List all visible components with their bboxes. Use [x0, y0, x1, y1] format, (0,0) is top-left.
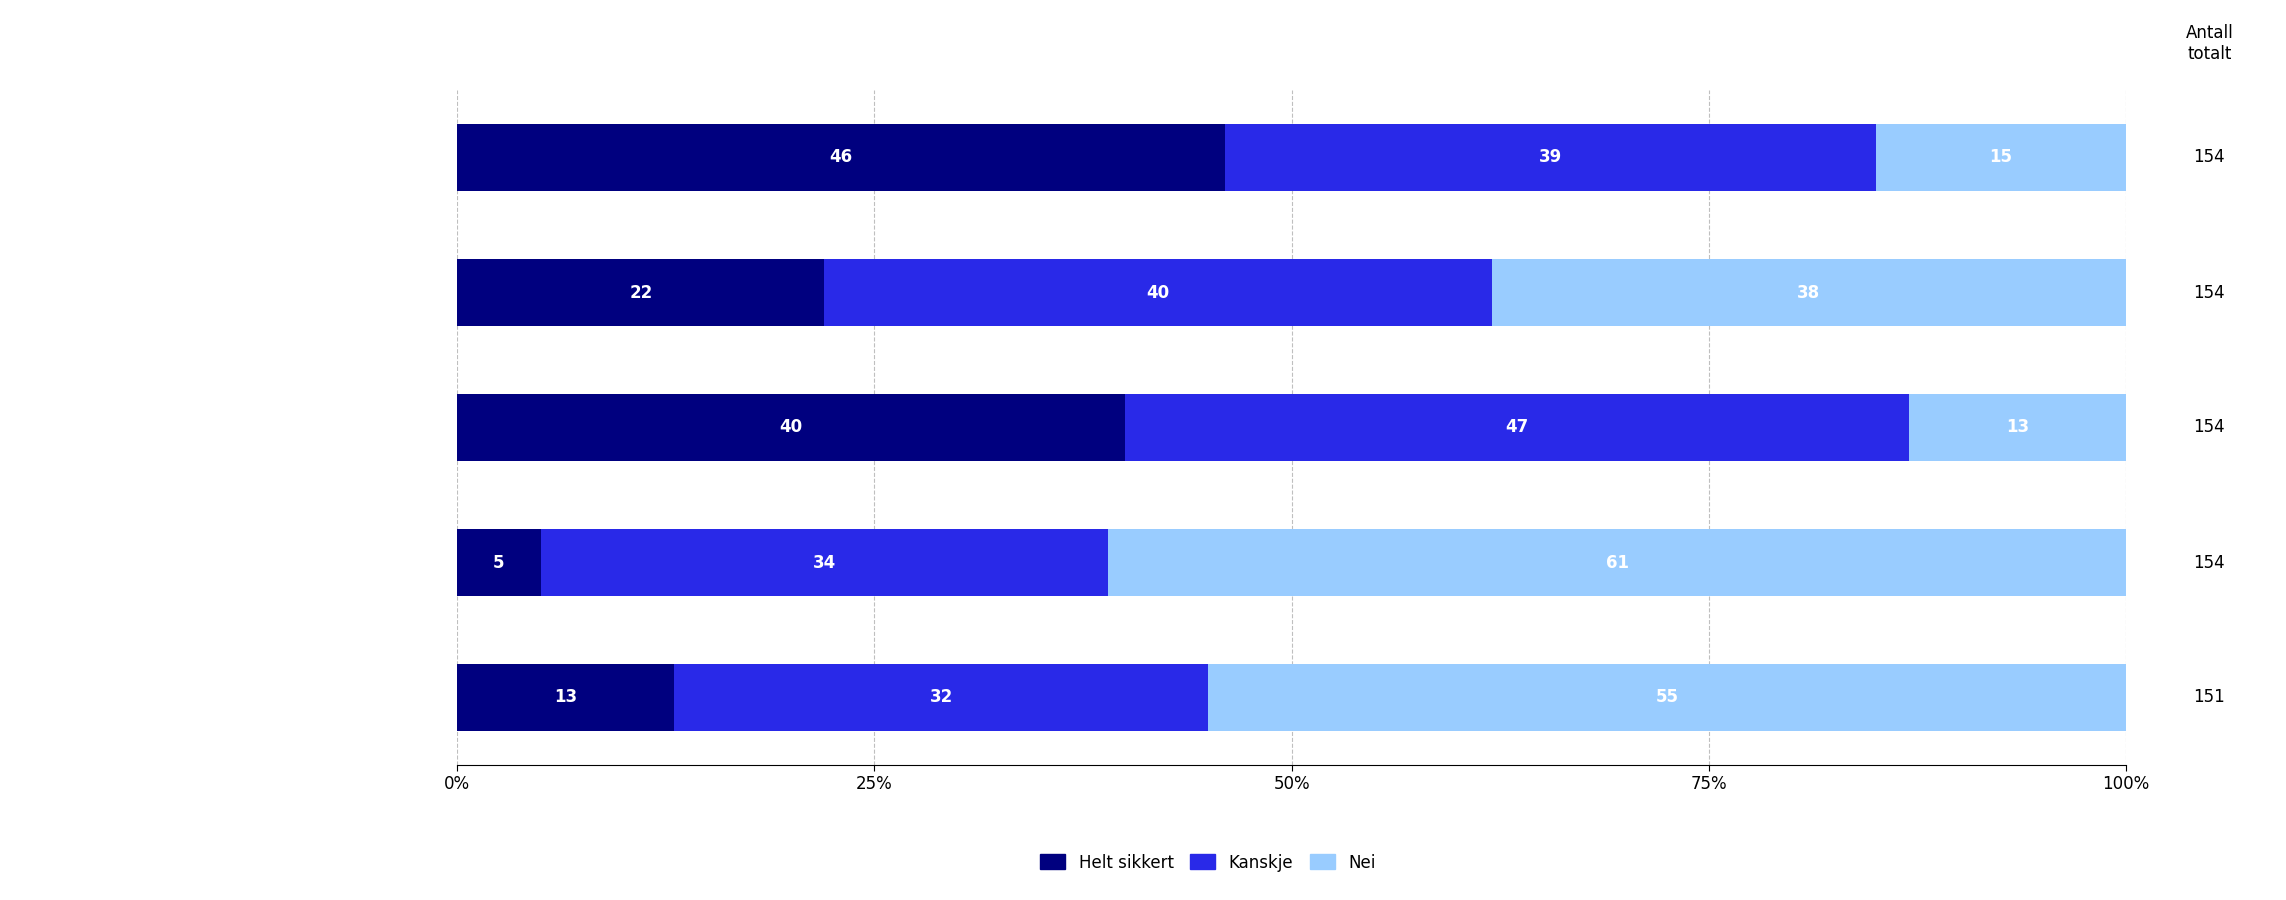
- Text: 15: 15: [1989, 148, 2012, 166]
- Bar: [1875, 123, 2126, 192]
- Text: 61: 61: [1605, 554, 1628, 572]
- Bar: [457, 259, 825, 327]
- Bar: [457, 123, 1225, 192]
- Text: 40: 40: [1148, 284, 1170, 302]
- Bar: [1209, 664, 2126, 731]
- Text: 13: 13: [2005, 418, 2030, 436]
- Text: 5: 5: [494, 554, 505, 572]
- Text: 154: 154: [2195, 148, 2224, 166]
- Bar: [1125, 394, 1909, 461]
- Text: 39: 39: [1538, 148, 1561, 166]
- Text: 13: 13: [553, 688, 578, 706]
- Text: 34: 34: [814, 554, 837, 572]
- Bar: [542, 529, 1109, 596]
- Text: 55: 55: [1655, 688, 1678, 706]
- Bar: [457, 394, 1125, 461]
- Text: 46: 46: [830, 148, 853, 166]
- Text: 22: 22: [629, 284, 652, 302]
- Text: 47: 47: [1504, 418, 1529, 436]
- Bar: [1225, 123, 1875, 192]
- Text: 32: 32: [930, 688, 953, 706]
- Text: Antall
totalt: Antall totalt: [2185, 24, 2233, 63]
- Text: 154: 154: [2195, 284, 2224, 302]
- Bar: [1909, 394, 2126, 461]
- Legend: Helt sikkert, Kanskje, Nei: Helt sikkert, Kanskje, Nei: [1033, 847, 1383, 878]
- Bar: [1493, 259, 2126, 327]
- Bar: [1109, 529, 2126, 596]
- Text: 154: 154: [2195, 418, 2224, 436]
- Text: 154: 154: [2195, 554, 2224, 572]
- Text: 38: 38: [1797, 284, 1820, 302]
- Bar: [825, 259, 1493, 327]
- Text: 40: 40: [780, 418, 802, 436]
- Bar: [457, 529, 542, 596]
- Text: 151: 151: [2195, 688, 2224, 706]
- Bar: [457, 664, 674, 731]
- Bar: [674, 664, 1207, 731]
